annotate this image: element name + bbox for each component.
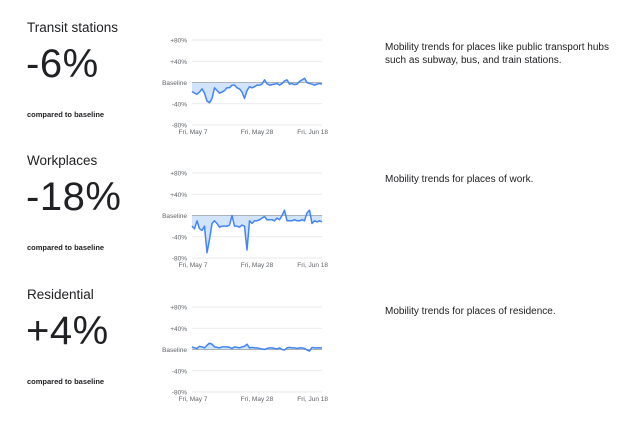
y-tick-label: +80% bbox=[170, 171, 187, 178]
compared-to-baseline-label: compared to baseline bbox=[27, 110, 105, 119]
y-tick-label: Baseline bbox=[162, 213, 187, 220]
x-tick-label: Fri, May 7 bbox=[179, 129, 208, 136]
y-tick-label: +80% bbox=[170, 38, 187, 45]
x-tick-label: Fri, Jun 18 bbox=[297, 262, 328, 269]
percent-change: -6% bbox=[26, 42, 99, 86]
trend-line bbox=[191, 209, 323, 254]
compared-to-baseline-label: compared to baseline bbox=[27, 243, 105, 252]
x-tick-label: Fri, May 7 bbox=[179, 396, 208, 403]
y-tick-label: -80% bbox=[172, 256, 187, 263]
y-tick-label: +40% bbox=[170, 326, 187, 333]
y-tick-label: -80% bbox=[172, 390, 187, 397]
percent-change: -18% bbox=[26, 175, 122, 219]
y-tick-label: Baseline bbox=[162, 347, 187, 354]
y-tick-label: +40% bbox=[170, 59, 187, 66]
trend-line bbox=[191, 342, 322, 352]
y-tick-label: +40% bbox=[170, 192, 187, 199]
deviation-area bbox=[192, 78, 322, 103]
category-description: Mobility trends for places like public t… bbox=[385, 42, 609, 66]
category-description: Mobility trends for places of residence. bbox=[385, 306, 556, 317]
x-tick-label: Fri, May 28 bbox=[241, 129, 274, 136]
section-workplaces: Workplaces -18% compared to baseline +80… bbox=[0, 153, 640, 287]
category-title: Residential bbox=[27, 287, 94, 302]
category-title: Transit stations bbox=[27, 20, 119, 35]
category-description: Mobility trends for places of work. bbox=[385, 174, 534, 185]
y-tick-label: -40% bbox=[172, 368, 187, 375]
percent-change: +4% bbox=[26, 309, 109, 353]
x-tick-label: Fri, May 7 bbox=[179, 262, 208, 269]
x-tick-label: Fri, May 28 bbox=[241, 262, 274, 269]
category-title: Workplaces bbox=[27, 153, 98, 168]
compared-to-baseline-label: compared to baseline bbox=[27, 377, 105, 386]
deviation-area bbox=[192, 210, 322, 253]
section-transit-stations: Transit stations -6% compared to baselin… bbox=[0, 20, 640, 154]
y-tick-label: -40% bbox=[172, 234, 187, 241]
y-tick-label: Baseline bbox=[162, 80, 187, 87]
x-tick-label: Fri, Jun 18 bbox=[297, 129, 328, 136]
x-tick-label: Fri, Jun 18 bbox=[297, 396, 328, 403]
residential-chart: +80% +40% Baseline -40% -80%Fri, May 7 Fri, M… bbox=[162, 305, 328, 404]
y-tick-label: +80% bbox=[170, 305, 187, 312]
section-residential: Residential +4% compared to baseline +80… bbox=[0, 287, 640, 421]
trend-line bbox=[191, 77, 323, 104]
x-tick-label: Fri, May 28 bbox=[241, 396, 274, 403]
workplaces-chart: +80% +40% Baseline -40% -80%Fri, May 7 Fri, M… bbox=[162, 171, 328, 270]
transit-stations-chart: +80% +40% Baseline -40% -80%Fri, May 7 Fri, M… bbox=[162, 38, 328, 137]
y-tick-label: -80% bbox=[172, 123, 187, 130]
y-tick-label: -40% bbox=[172, 101, 187, 108]
